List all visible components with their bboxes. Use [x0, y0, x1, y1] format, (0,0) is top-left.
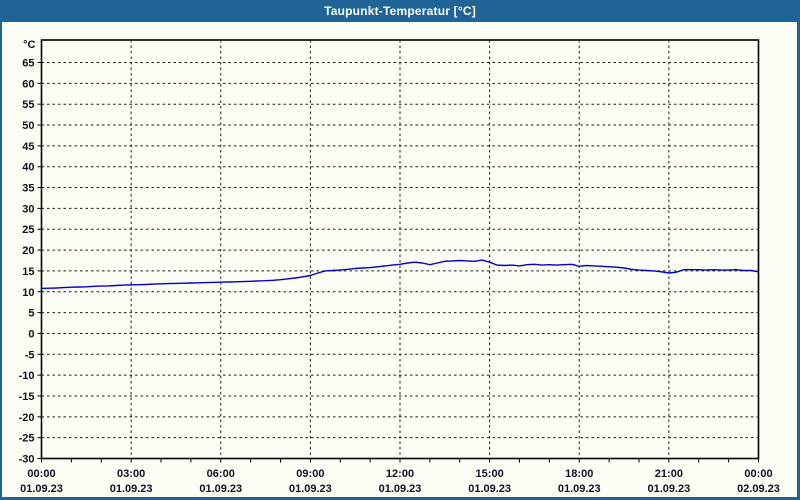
y-tick-label: 45: [22, 141, 34, 153]
y-tick-label: 35: [22, 183, 34, 195]
y-tick-label: 15: [22, 266, 34, 278]
y-tick-label: 60: [22, 78, 34, 90]
x-tick-time-label: 15:00: [476, 468, 504, 480]
y-tick-label: 30: [22, 203, 34, 215]
x-tick-date-label: 01.09.23: [558, 483, 601, 495]
x-tick-date-label: 01.09.23: [199, 483, 242, 495]
x-tick-date-label: 01.09.23: [20, 483, 63, 495]
plot-frame: [40, 39, 760, 460]
dewpoint-line: [41, 259, 759, 290]
x-tick-time-label: 21:00: [655, 468, 683, 480]
y-tick-label: 40: [22, 162, 34, 174]
title-bar[interactable]: Taupunkt-Temperatur [°C]: [0, 0, 800, 22]
x-tick-time-label: 18:00: [565, 468, 593, 480]
x-tick-time-label: 12:00: [386, 468, 414, 480]
x-tick-time-label: 03:00: [117, 468, 145, 480]
x-tick-time-label: 06:00: [207, 468, 235, 480]
x-tick-date-label: 01.09.23: [110, 483, 153, 495]
x-tick-date-label: 01.09.23: [289, 483, 332, 495]
y-tick-label: 5: [28, 308, 34, 320]
y-tick-label: 65: [22, 58, 34, 70]
y-tick-label: 25: [22, 224, 34, 236]
x-tick-date-label: 02.09.23: [737, 483, 780, 495]
x-tick-time-label: 00:00: [744, 468, 772, 480]
y-tick-label: 50: [22, 120, 34, 132]
y-tick-label: -20: [19, 412, 35, 424]
chart-area: 65 60 55 50 45 40 35 30 25 20 15 10 5 0 -5 -10 -15 -20 -25…: [2, 22, 797, 497]
y-tick-label: -25: [19, 433, 35, 445]
x-tick-date-label: 01.09.23: [468, 483, 511, 495]
y-tick-label: -30: [19, 454, 35, 466]
x-tick-time-label: 09:00: [296, 468, 324, 480]
x-tick-date-label: 01.09.23: [379, 483, 422, 495]
y-tick-label: -10: [19, 370, 35, 382]
y-tick-label: 55: [22, 99, 34, 111]
x-tick-time-label: 00:00: [27, 468, 55, 480]
y-tick-label: 0: [28, 328, 34, 340]
y-tick-label: -15: [19, 391, 35, 403]
y-axis-unit-label: °C: [23, 39, 35, 51]
y-tick-label: 20: [22, 245, 34, 257]
y-tick-label: 10: [22, 287, 34, 299]
window-title: Taupunkt-Temperatur [°C]: [324, 4, 476, 18]
x-tick-date-label: 01.09.23: [647, 483, 690, 495]
y-tick-label: -5: [25, 349, 35, 361]
